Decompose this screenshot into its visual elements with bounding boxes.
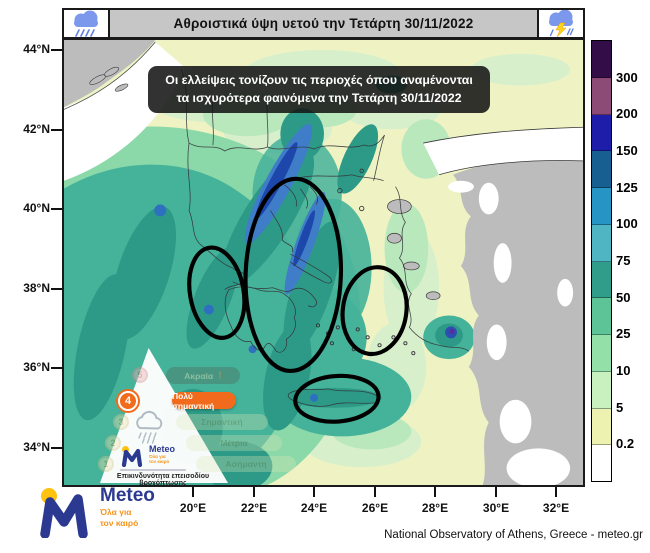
lon-label: 24°E [300, 501, 328, 515]
lat-tick [51, 49, 62, 51]
colorbar-label: 125 [616, 180, 638, 195]
colorbar-segment [592, 261, 611, 299]
precipitation-map: Οι ελλείψεις τονίζουν τις περιοχές όπου … [62, 38, 585, 487]
colorbar-label: 150 [616, 143, 638, 158]
title-bar: Αθροιστικά ύψη υετού την Τετάρτη 30/11/2… [62, 8, 585, 39]
annotation-box: Οι ελλείψεις τονίζουν τις περιοχές όπου … [148, 66, 490, 113]
meteo-tagline-line2: τον καιρό [100, 517, 139, 528]
annotation-line2: τα ισχυρότερα φαινόμενα την Τετάρτη 30/1… [176, 91, 462, 106]
severity-pill: Ακραία ! [166, 367, 240, 384]
colorbar-label: 10 [616, 363, 631, 378]
severity-pill: Μέτρια [186, 435, 282, 451]
rain-cloud-outline-icon [130, 410, 170, 449]
colorbar-label: 25 [616, 326, 631, 341]
warning-icon: ! [218, 369, 222, 382]
lon-tick [253, 487, 255, 497]
severity-level-badge: 3 [113, 414, 129, 430]
mini-logo-subtext [120, 469, 186, 471]
lat-tick [51, 447, 62, 449]
severity-legend-caption: Επικινδυνότητα επεισοδίου βροχόπτωσης [116, 473, 210, 487]
colorbar-segment [592, 188, 611, 225]
lat-label: 42°N [23, 122, 50, 136]
lon-tick [495, 487, 497, 497]
lat-tick [51, 288, 62, 290]
meteo-logo-icon [40, 488, 88, 538]
colorbar-label: 0.2 [616, 436, 635, 451]
lon-label: 22°E [240, 501, 268, 515]
meteo-tagline-line1: Όλα για [100, 506, 132, 517]
precipitation-colorbar [591, 40, 612, 482]
colorbar-segment [592, 445, 611, 481]
colorbar-segment [592, 408, 611, 446]
severity-pill-active: Πολύ σημαντική [172, 391, 236, 411]
colorbar-segment [592, 371, 611, 409]
severity-level-badge: 1 [98, 456, 114, 472]
colorbar-segment [592, 114, 611, 152]
lat-label: 38°N [23, 281, 50, 295]
meteo-logo-icon [121, 446, 143, 467]
lat-tick [51, 208, 62, 210]
lat-label: 36°N [23, 360, 50, 374]
lat-tick [51, 129, 62, 131]
severity-pill: Ασήμαντη [196, 456, 296, 472]
colorbar-segment [592, 335, 611, 372]
lat-label: 34°N [23, 440, 50, 454]
lat-label: 40°N [23, 201, 50, 215]
highlight-ellipses [187, 176, 409, 424]
highlight-ellipse-central [243, 176, 344, 374]
rain-cloud-icon [64, 10, 110, 37]
severity-level-badge-active: 4 [118, 391, 138, 411]
lon-tick [313, 487, 315, 497]
highlight-ellipse-west [187, 245, 247, 340]
meteo-brand-small: Meteo [149, 444, 176, 454]
attribution-text: National Observatory of Athens, Greece -… [384, 529, 643, 541]
lon-label: 32°E [542, 501, 570, 515]
meteo-mini-logo: Meteo Όλα για τον καιρό [120, 445, 200, 471]
highlight-ellipse-crete [293, 373, 381, 424]
colorbar-segment [592, 224, 611, 262]
severity-level-badge: 2 [105, 435, 121, 451]
meteo-logo: Meteo Όλα για τον καιρό [36, 485, 155, 538]
colorbar-label: 50 [616, 290, 631, 305]
lat-tick [51, 367, 62, 369]
lon-tick [192, 487, 194, 497]
colorbar-label: 200 [616, 106, 638, 121]
severity-pill: Σημαντική [176, 414, 268, 430]
colorbar-segment [592, 151, 611, 188]
colorbar-segment [592, 41, 611, 78]
lon-tick [374, 487, 376, 497]
lon-label: 28°E [421, 501, 449, 515]
colorbar-segment [592, 298, 611, 335]
lat-label: 44°N [23, 42, 50, 56]
severity-level-badge: 5 [132, 367, 148, 383]
lon-tick [555, 487, 557, 497]
colorbar-label: 5 [616, 400, 624, 415]
map-title: Αθροιστικά ύψη υετού την Τετάρτη 30/11/2… [173, 16, 474, 31]
meteo-brand: Meteo [100, 485, 155, 506]
lon-label: 30°E [482, 501, 510, 515]
lon-tick [434, 487, 436, 497]
highlight-ellipse-east [340, 265, 409, 357]
lon-label: 20°E [179, 501, 207, 515]
colorbar-label: 100 [616, 216, 638, 231]
colorbar-label: 300 [616, 70, 638, 85]
colorbar-label: 75 [616, 253, 631, 268]
storm-cloud-icon [537, 9, 583, 37]
annotation-line1: Οι ελλείψεις τονίζουν τις περιοχές όπου … [165, 73, 473, 87]
lon-label: 26°E [361, 501, 389, 515]
colorbar-segment [592, 77, 611, 115]
